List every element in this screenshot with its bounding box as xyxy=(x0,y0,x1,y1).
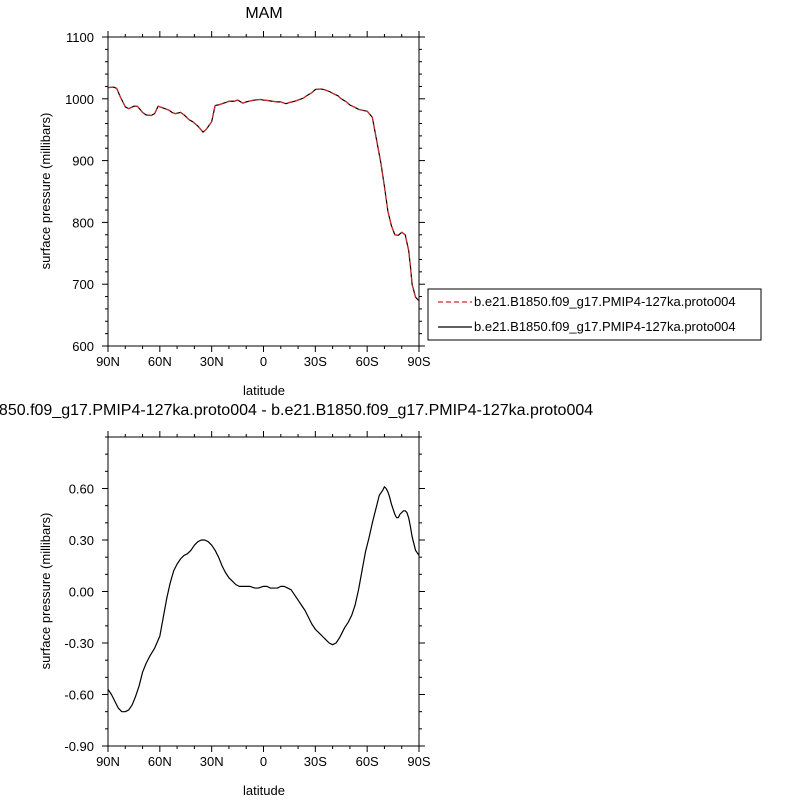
top-x-tick-label: 90N xyxy=(96,354,120,369)
legend-box xyxy=(427,288,762,341)
bottom-chart-title: b.e21.B1850.f09_g17.PMIP4-127ka.proto004… xyxy=(0,402,593,419)
top-series-line xyxy=(107,86,420,302)
bottom-series-line xyxy=(107,486,420,713)
top-y-tick-label: 1000 xyxy=(65,92,94,107)
bottom-y-tick-label: -0.60 xyxy=(64,688,94,703)
top-y-tick-label: 1100 xyxy=(66,30,94,45)
top-series-lines xyxy=(107,86,420,302)
top-panel: MAM surface pressure (millibars) latitud… xyxy=(38,5,431,398)
bottom-y-tick-label: -0.90 xyxy=(64,739,94,754)
bottom-y-tick-label: 0.30 xyxy=(69,533,94,548)
top-y-tick-label: 900 xyxy=(72,154,94,169)
top-axis-ticks: 90N 60N 30N 0 30S 60S 90S 600 700 800 900 1000 1100 xyxy=(65,30,431,369)
bottom-y-tick-label: -0.30 xyxy=(64,636,94,651)
top-x-tick-label: 30S xyxy=(304,354,327,369)
bottom-x-tick-label: 90N xyxy=(96,754,120,769)
top-x-tick-label: 60S xyxy=(356,354,379,369)
bottom-y-axis-label: surface pressure (millibars) xyxy=(38,513,53,670)
legend-label-1: b.e21.B1850.f09_g17.PMIP4-127ka.proto004 xyxy=(474,294,736,309)
top-y-tick-label: 700 xyxy=(72,277,94,292)
top-x-tick-label: 60N xyxy=(148,354,172,369)
top-chart-title: MAM xyxy=(245,5,282,22)
top-x-tick-label: 90S xyxy=(407,354,430,369)
bottom-x-tick-label: 30S xyxy=(304,754,327,769)
top-y-tick-label: 800 xyxy=(72,215,94,230)
bottom-x-tick-label: 60S xyxy=(356,754,379,769)
bottom-x-tick-label: 0 xyxy=(260,754,267,769)
bottom-plot-frame xyxy=(107,436,420,747)
top-x-tick-label: 0 xyxy=(260,354,267,369)
bottom-y-tick-label: 0.00 xyxy=(69,585,94,600)
bottom-x-tick-label: 60N xyxy=(148,754,172,769)
bottom-panel: b.e21.B1850.f09_g17.PMIP4-127ka.proto004… xyxy=(0,402,593,798)
top-plot-frame xyxy=(107,36,420,347)
bottom-axis-ticks: 90N 60N 30N 0 30S 60S 90S -0.90 -0.60 -0.30 0.00 0.… xyxy=(64,431,431,769)
top-y-tick-label: 600 xyxy=(72,339,94,354)
top-y-axis-label: surface pressure (millibars) xyxy=(38,113,53,270)
bottom-x-axis-label: latitude xyxy=(243,783,285,798)
bottom-series-lines xyxy=(107,486,420,713)
bottom-x-tick-label: 90S xyxy=(407,754,430,769)
bottom-x-tick-label: 30N xyxy=(200,754,224,769)
legend: b.e21.B1850.f09_g17.PMIP4-127ka.proto004… xyxy=(427,288,762,341)
top-x-axis-label: latitude xyxy=(243,383,285,398)
legend-label-2: b.e21.B1850.f09_g17.PMIP4-127ka.proto004 xyxy=(474,319,736,334)
bottom-y-tick-label: 0.60 xyxy=(69,482,94,497)
top-x-tick-label: 30N xyxy=(200,354,224,369)
